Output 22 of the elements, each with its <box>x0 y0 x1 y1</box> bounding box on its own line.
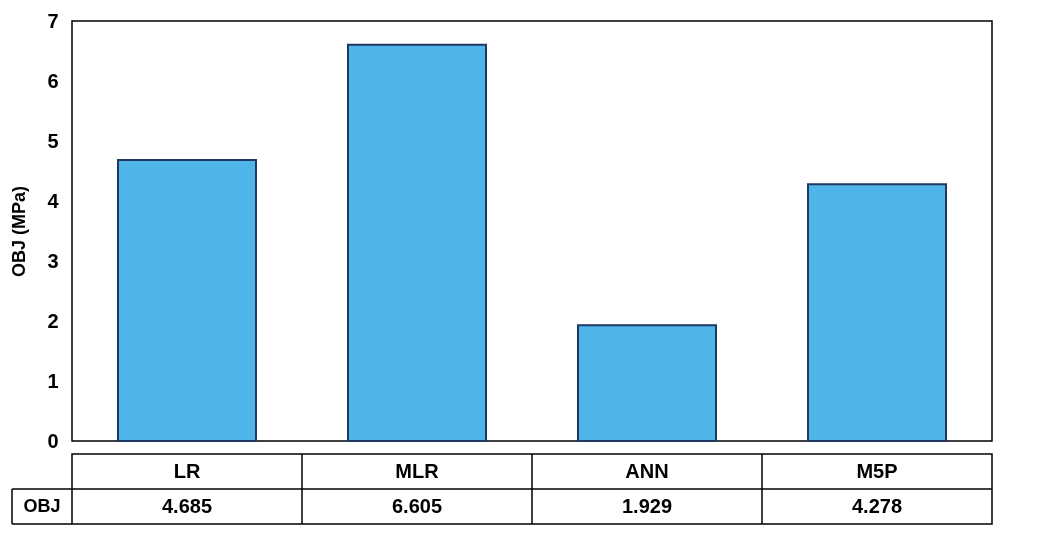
data-label: 6.605 <box>391 494 443 517</box>
y-tick-label: 3 <box>47 249 59 272</box>
y-tick-label: 4 <box>47 189 60 212</box>
bar <box>347 43 487 442</box>
data-label: 1.929 <box>621 494 673 517</box>
bar <box>807 183 947 442</box>
x-tick-label: M5P <box>856 459 898 482</box>
y-tick-label: 1 <box>47 369 59 392</box>
bar <box>117 158 257 442</box>
y-tick-label: 7 <box>47 9 59 32</box>
y-tick-label: 6 <box>47 69 59 92</box>
y-tick-label: 2 <box>47 309 59 332</box>
x-tick-label: LR <box>173 459 201 482</box>
data-label: 4.278 <box>851 494 903 517</box>
x-tick-label: MLR <box>395 459 440 482</box>
y-axis-title: OBJ (MPa) <box>9 185 30 278</box>
y-tick-label: 5 <box>47 129 59 152</box>
y-tick-label: 0 <box>47 429 59 452</box>
data-label: 4.685 <box>161 494 213 517</box>
bar <box>577 324 717 442</box>
x-tick-label: ANN <box>625 459 669 482</box>
text: OBJ <box>23 495 61 516</box>
